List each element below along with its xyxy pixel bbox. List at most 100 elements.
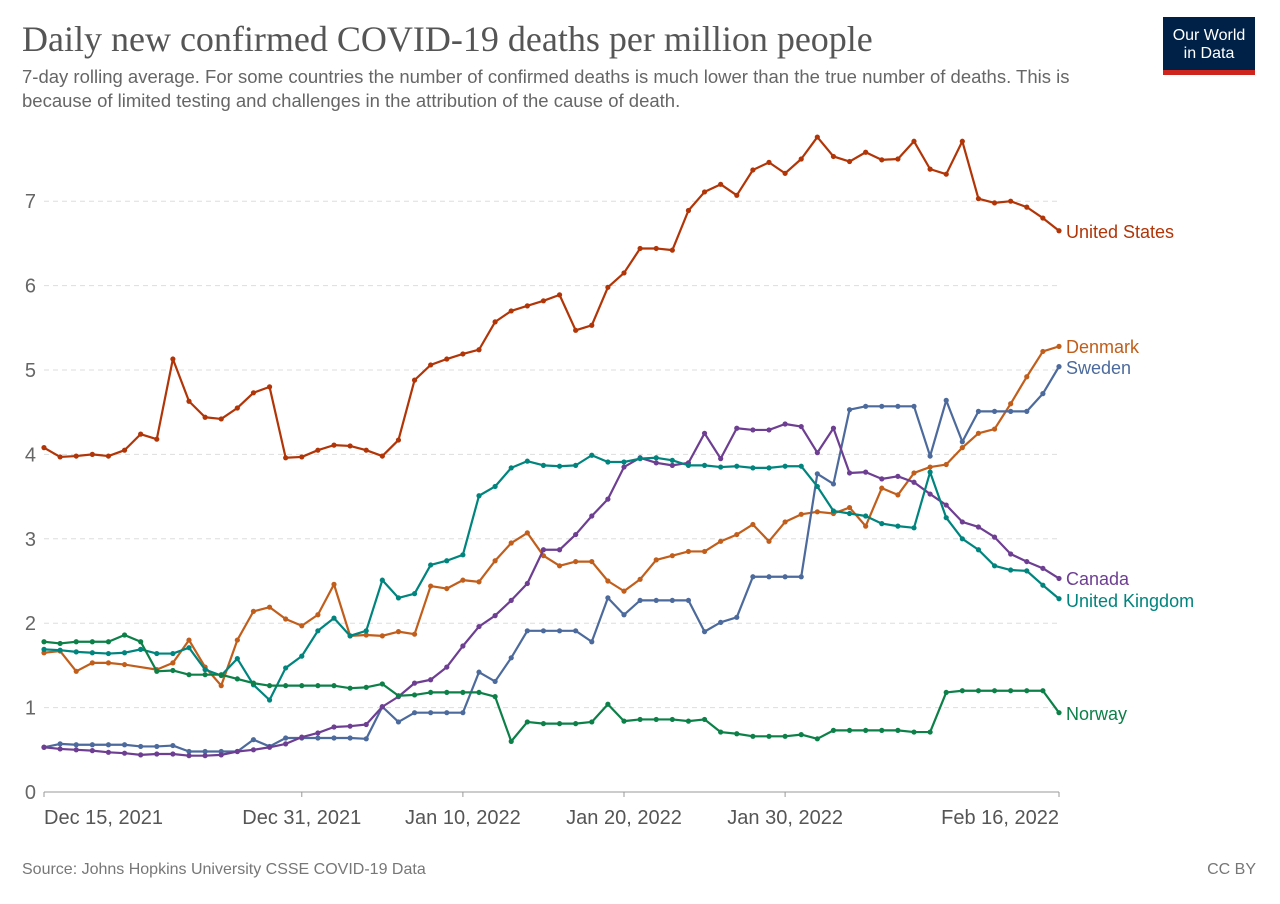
owid-logo[interactable]: Our World in Data: [1163, 17, 1255, 75]
data-point: [975, 547, 982, 553]
data-point: [991, 534, 998, 540]
series-line-sweden: [43, 366, 1060, 753]
data-point: [669, 716, 675, 723]
logo-line-2: in Data: [1183, 45, 1235, 62]
data-point: [73, 742, 79, 748]
data-point: [138, 639, 144, 645]
data-point: [89, 742, 95, 748]
data-point: [492, 483, 498, 490]
data-point: [1008, 408, 1014, 414]
data-point: [863, 727, 869, 733]
data-point: [621, 588, 627, 594]
data-point: [798, 463, 804, 469]
data-point: [89, 650, 95, 656]
data-point: [492, 319, 498, 325]
data-point: [1040, 215, 1046, 221]
data-point: [863, 149, 869, 155]
data-point: [105, 453, 112, 459]
data-point: [170, 742, 176, 749]
data-point: [283, 683, 289, 689]
data-point: [556, 563, 563, 569]
data-point: [315, 628, 321, 634]
data-point: [540, 462, 547, 468]
data-point: [846, 727, 853, 733]
license-link[interactable]: CC BY: [1207, 861, 1256, 878]
data-point: [943, 171, 949, 177]
data-point: [830, 425, 837, 431]
data-point: [766, 427, 772, 433]
data-point: [685, 462, 692, 468]
data-point: [734, 463, 740, 469]
data-point: [750, 427, 756, 433]
data-point: [444, 585, 450, 592]
data-point: [363, 684, 369, 690]
data-point: [991, 426, 998, 432]
data-point: [589, 719, 595, 725]
chart-title: Daily new confirmed COVID-19 deaths per …: [22, 19, 873, 59]
data-point: [943, 502, 949, 508]
data-point: [444, 558, 450, 564]
series-label: Canada: [1066, 569, 1130, 589]
series-line-denmark: [43, 345, 1060, 687]
data-point: [138, 431, 144, 437]
data-point: [943, 397, 949, 403]
data-point: [927, 469, 933, 475]
data-point: [202, 753, 208, 759]
data-point: [540, 721, 547, 727]
series-label: Norway: [1066, 704, 1127, 724]
data-point: [154, 751, 160, 757]
data-point: [492, 678, 498, 685]
data-point: [895, 403, 901, 409]
source-note[interactable]: Source: Johns Hopkins University CSSE CO…: [22, 861, 426, 878]
data-point: [863, 513, 869, 519]
data-point: [1040, 391, 1046, 397]
data-point: [121, 447, 128, 453]
data-point: [782, 519, 788, 525]
data-point: [315, 447, 321, 453]
data-point: [621, 270, 627, 276]
data-point: [524, 530, 530, 536]
data-point: [1024, 568, 1030, 574]
data-point: [927, 491, 933, 497]
data-point: [589, 513, 595, 519]
data-point: [105, 742, 112, 748]
data-point: [428, 362, 434, 368]
data-point: [250, 737, 257, 743]
data-point: [266, 683, 273, 689]
data-point: [830, 508, 837, 514]
data-point: [363, 736, 369, 742]
data-point: [669, 247, 675, 253]
data-point: [718, 538, 724, 544]
data-point: [41, 744, 47, 750]
data-point: [57, 454, 63, 460]
data-point: [218, 416, 224, 422]
logo-line-1: Our World: [1172, 27, 1246, 44]
data-point: [379, 681, 385, 687]
data-point: [492, 558, 498, 564]
data-point: [959, 536, 965, 542]
data-point: [701, 430, 708, 436]
data-point: [202, 672, 208, 678]
data-point: [1056, 575, 1062, 582]
data-point: [283, 735, 289, 741]
x-tick-label: Dec 15, 2021: [44, 807, 163, 829]
data-point: [186, 637, 192, 643]
data-point: [653, 455, 659, 461]
data-point: [105, 660, 112, 666]
data-point: [573, 721, 579, 727]
data-point: [814, 134, 820, 140]
data-point: [879, 476, 885, 482]
data-point: [814, 736, 820, 742]
data-point: [1024, 558, 1030, 565]
y-tick-label: 1: [25, 698, 36, 720]
data-point: [605, 459, 611, 465]
data-point: [347, 723, 353, 729]
data-point: [750, 465, 756, 471]
data-point: [846, 470, 853, 476]
data-point: [89, 639, 95, 645]
data-point: [540, 628, 547, 634]
data-point: [57, 647, 63, 653]
data-point: [315, 730, 321, 736]
data-point: [975, 524, 982, 530]
data-point: [138, 743, 144, 750]
